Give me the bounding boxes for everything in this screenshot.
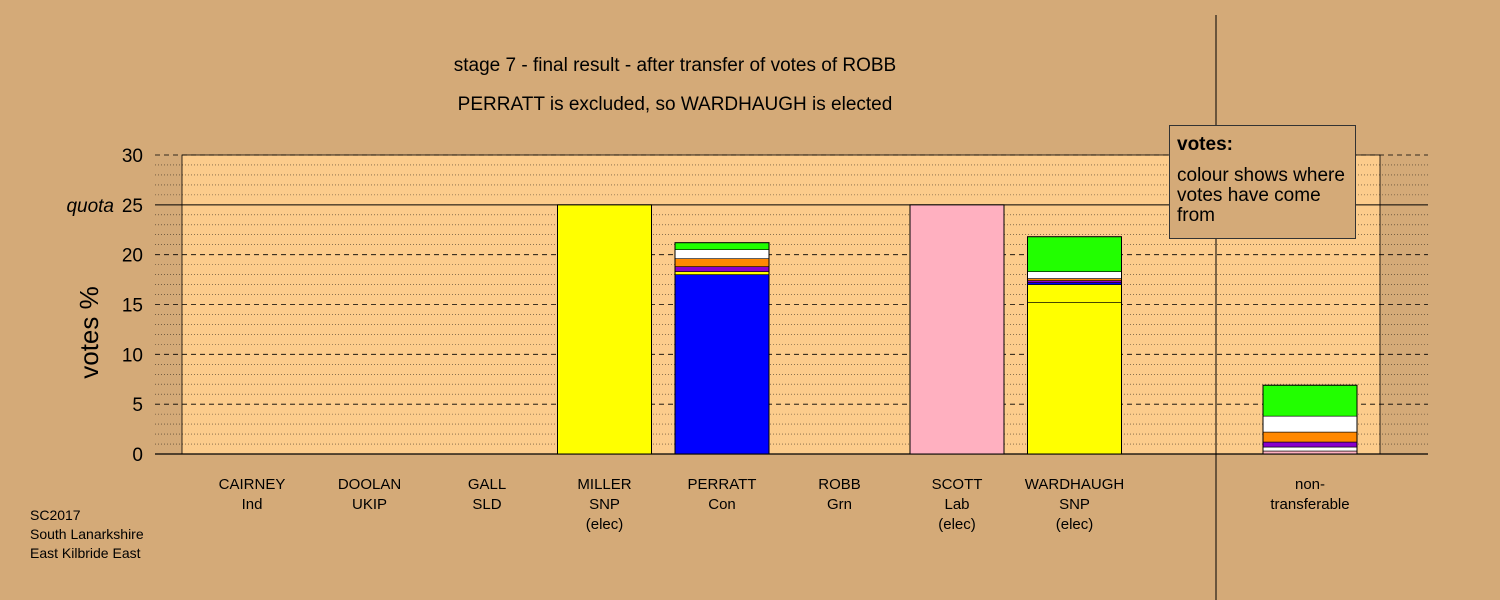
candidate-label-miller-line: SNP — [589, 496, 620, 513]
candidate-label-doolan-line: UKIP — [351, 496, 387, 513]
y-tick-label: 0 — [132, 445, 143, 466]
candidate-label-robb: ROBB Grn — [780, 475, 900, 515]
bar-wardhaugh-outline — [1027, 236, 1122, 455]
candidate-label-cairney: CAIRNEY Ind — [192, 475, 312, 515]
candidate-label-cairney-line: CAIRNEY — [218, 476, 286, 493]
candidate-label-perratt-line: Con — [708, 496, 736, 513]
candidate-label-miller: MILLER SNP (elec) — [545, 475, 665, 535]
candidate-label-robb-line: ROBB — [818, 476, 861, 493]
y-tick-label: 10 — [122, 345, 143, 366]
chart-title: stage 7 - final result - after transfer … — [453, 55, 897, 76]
bar-wardhaugh-segment — [1027, 284, 1122, 303]
chart-subtitle: PERRATT is excluded, so WARDHAUGH is ele… — [457, 94, 893, 115]
candidate-label-gall-line: SLD — [472, 496, 502, 513]
footer-council: South Lanarkshire — [30, 526, 144, 542]
bar-perratt-segment — [674, 242, 770, 250]
y-tick-label: 20 — [122, 246, 143, 267]
y-tick-label: 30 — [122, 146, 143, 167]
y-axis-label: votes % — [74, 286, 104, 379]
candidate-label-cairney-line: Ind — [241, 496, 263, 513]
bar-perratt-segment — [674, 266, 770, 272]
bar-perratt-segment — [674, 258, 770, 267]
bar-wardhaugh-segment — [1027, 271, 1122, 279]
candidate-label-miller-line: (elec) — [585, 516, 624, 533]
candidate-label-scott: SCOTT Lab (elec) — [897, 475, 1017, 535]
candidate-label-wardhaugh: WARDHAUGH SNP (elec) — [1015, 475, 1135, 535]
footer-ward: East Kilbride East — [30, 545, 141, 561]
candidate-label-gall-line: GALL — [467, 476, 507, 493]
bar-perratt-segment — [674, 271, 770, 275]
bar-non-transferable-segment — [1262, 441, 1358, 448]
bar-scott-segment — [909, 204, 1005, 455]
bar-scott-outline — [909, 204, 1005, 455]
candidate-label-scott-line: (elec) — [938, 516, 976, 533]
bar-non-transferable-segment — [1262, 431, 1358, 443]
legend-title: votes: — [1177, 134, 1233, 155]
candidate-label-scott-line: SCOTT — [931, 476, 983, 493]
bar-non-transferable-segment — [1262, 446, 1358, 452]
candidate-label-gall: GALL SLD — [427, 475, 547, 515]
candidate-label-doolan: DOOLAN UKIP — [310, 475, 430, 515]
non-transferable-label-line: non- — [1294, 476, 1326, 493]
candidate-label-wardhaugh-line: (elec) — [1055, 516, 1094, 533]
y-tick-label: 5 — [132, 395, 143, 416]
bar-perratt-outline — [674, 242, 770, 455]
bar-miller-outline — [557, 204, 652, 455]
candidate-label-perratt: PERRATT Con — [662, 475, 782, 515]
bar-perratt-segment — [674, 249, 770, 259]
candidate-label-miller-line: MILLER — [577, 476, 632, 493]
candidate-label-wardhaugh-line: WARDHAUGH — [1024, 476, 1125, 493]
footer-info: SC2017 South Lanarkshire East Kilbride E… — [30, 506, 144, 563]
candidate-label-robb-line: Grn — [826, 496, 852, 513]
y-tick-label: 15 — [122, 296, 143, 317]
bar-non-transferable-segment — [1262, 415, 1358, 433]
non-transferable-label: non-transferable — [1250, 475, 1370, 515]
footer-election: SC2017 — [30, 507, 81, 523]
legend-box: votes: colour shows where votes have com… — [1169, 125, 1356, 239]
non-transferable-label-line: transferable — [1270, 496, 1350, 513]
bar-miller-segment — [557, 204, 652, 455]
candidate-label-scott-line: Lab — [944, 496, 970, 513]
candidate-label-wardhaugh-line: SNP — [1059, 496, 1090, 513]
quota-label: quota — [66, 196, 114, 217]
bar-perratt-segment — [674, 274, 770, 455]
bar-non-transferable-outline — [1262, 384, 1358, 455]
bar-wardhaugh-segment — [1027, 302, 1122, 455]
bar-wardhaugh-segment — [1027, 236, 1122, 272]
y-tick-label: 25 — [122, 196, 143, 217]
legend-text: colour shows where votes have come from — [1177, 165, 1345, 226]
candidate-label-perratt-line: PERRATT — [687, 476, 757, 493]
bar-non-transferable-segment — [1262, 384, 1358, 417]
candidate-label-doolan-line: DOOLAN — [337, 476, 402, 493]
